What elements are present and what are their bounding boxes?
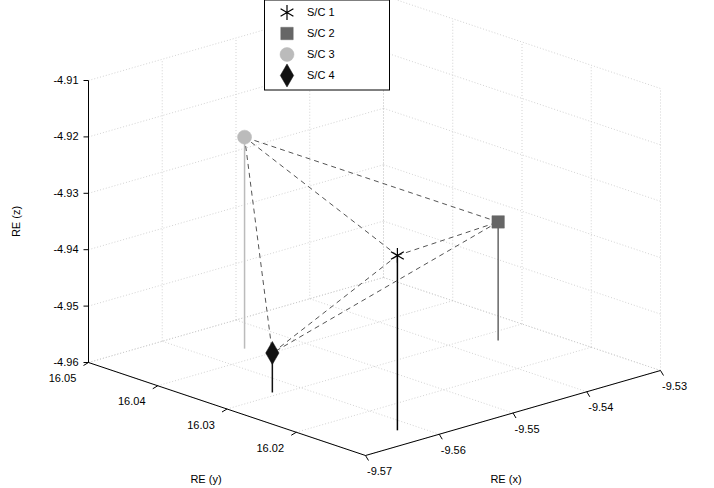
svg-text:-9.57: -9.57 bbox=[367, 465, 392, 477]
svg-text:-9.53: -9.53 bbox=[662, 380, 687, 392]
svg-text:S/C 3: S/C 3 bbox=[307, 48, 335, 60]
svg-text:S/C 4: S/C 4 bbox=[307, 69, 335, 81]
svg-text:S/C 1: S/C 1 bbox=[307, 6, 335, 18]
svg-text:-9.54: -9.54 bbox=[588, 401, 613, 413]
svg-text:16.05: 16.05 bbox=[49, 372, 77, 384]
svg-text:RE (z): RE (z) bbox=[10, 206, 22, 237]
svg-text:16.02: 16.02 bbox=[256, 442, 284, 454]
svg-text:-9.56: -9.56 bbox=[441, 444, 466, 456]
svg-text:-4.94: -4.94 bbox=[53, 243, 78, 255]
svg-text:16.04: 16.04 bbox=[118, 395, 146, 407]
svg-text:S/C 2: S/C 2 bbox=[307, 27, 335, 39]
svg-text:RE (x): RE (x) bbox=[490, 473, 521, 485]
svg-text:16.03: 16.03 bbox=[187, 419, 215, 431]
svg-text:-4.93: -4.93 bbox=[53, 187, 78, 199]
svg-text:-9.55: -9.55 bbox=[514, 423, 539, 435]
svg-text:-4.96: -4.96 bbox=[53, 356, 78, 368]
svg-text:-4.91: -4.91 bbox=[53, 74, 78, 86]
svg-text:-4.92: -4.92 bbox=[53, 130, 78, 142]
svg-text:-4.95: -4.95 bbox=[53, 300, 78, 312]
svg-text:RE (y): RE (y) bbox=[190, 473, 221, 485]
